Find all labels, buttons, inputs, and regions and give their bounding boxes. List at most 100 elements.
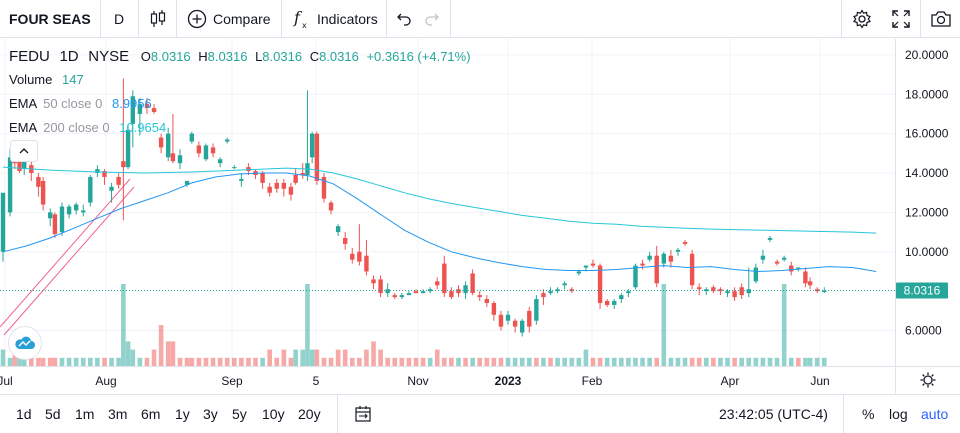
candle-body bbox=[640, 263, 645, 266]
candle-body bbox=[196, 145, 202, 154]
candle-body bbox=[760, 255, 766, 260]
volume-bar bbox=[774, 357, 780, 366]
volume-bar bbox=[668, 357, 674, 366]
candle-body bbox=[81, 210, 86, 213]
divider bbox=[841, 0, 842, 38]
compare-button[interactable]: Compare bbox=[187, 0, 271, 38]
chart-type-button[interactable] bbox=[150, 0, 166, 38]
legend-high-value: 8.0316 bbox=[207, 49, 248, 64]
candle-body bbox=[612, 301, 617, 305]
volume-bar bbox=[541, 357, 546, 366]
candles-icon bbox=[150, 10, 166, 27]
volume-bar bbox=[151, 349, 157, 366]
volume-bar bbox=[498, 357, 504, 366]
volume-bar bbox=[203, 357, 209, 366]
volume-bar bbox=[420, 357, 426, 366]
candle-body bbox=[121, 161, 126, 168]
settings-button[interactable] bbox=[852, 0, 872, 38]
price-tick-label: 12.0000 bbox=[905, 205, 949, 219]
function-icon: f x bbox=[293, 8, 307, 30]
candle-body bbox=[697, 287, 702, 290]
range-5d-button[interactable]: 5d bbox=[45, 395, 61, 433]
candle-body bbox=[144, 104, 150, 109]
price-chart[interactable]: 20.0000 18.0000 16.0000 14.0000 12.0000 10.00… bbox=[0, 39, 960, 366]
candle-body bbox=[314, 133, 320, 181]
price-axis[interactable]: 20.0000 18.0000 16.0000 14.0000 12.0000 10.00… bbox=[905, 48, 949, 338]
volume-legend[interactable]: Volume 147 bbox=[9, 72, 84, 87]
auto-toggle[interactable]: auto bbox=[921, 395, 948, 433]
last-price-tag: 8.0316 bbox=[896, 282, 948, 299]
range-10y-button[interactable]: 10y bbox=[262, 395, 285, 433]
percent-toggle[interactable]: % bbox=[862, 395, 874, 433]
candle-body bbox=[739, 287, 744, 296]
candle-body bbox=[541, 293, 546, 298]
candle-body bbox=[781, 257, 787, 260]
range-5y-button[interactable]: 5y bbox=[232, 395, 247, 433]
goto-date-button[interactable] bbox=[354, 395, 372, 433]
candle-body bbox=[619, 295, 624, 300]
symbol-search-button[interactable]: FOUR SEAS bbox=[9, 0, 91, 38]
range-20y-button[interactable]: 20y bbox=[298, 395, 321, 433]
candle-body bbox=[520, 320, 525, 333]
volume-bar bbox=[121, 284, 126, 366]
candle-body bbox=[555, 289, 560, 292]
price-tick-label: 20.0000 bbox=[905, 48, 949, 62]
range-5d-label: 5d bbox=[45, 406, 61, 422]
candle-body bbox=[40, 180, 46, 205]
candle-body bbox=[682, 241, 688, 244]
candle-body bbox=[109, 186, 114, 191]
candle-body bbox=[668, 255, 674, 262]
ema50-legend[interactable]: EMA 50 close 0 8.9956 bbox=[9, 96, 152, 111]
candle-body bbox=[491, 302, 497, 315]
redo-button[interactable] bbox=[424, 0, 440, 38]
axis-settings-button[interactable] bbox=[920, 372, 936, 393]
snapshot-button[interactable] bbox=[930, 0, 952, 38]
candle-body bbox=[604, 301, 610, 305]
candle-body bbox=[675, 249, 681, 252]
time-axis[interactable]: Jul Aug Sep 5 Nov 2023 Feb Apr Jun bbox=[0, 366, 960, 394]
undo-button[interactable] bbox=[396, 0, 412, 38]
volume-bar bbox=[427, 357, 433, 366]
legend-collapse-button[interactable] bbox=[10, 140, 38, 162]
range-1d-label: 1d bbox=[16, 406, 32, 422]
volume-bar bbox=[300, 349, 306, 366]
range-3y-button[interactable]: 3y bbox=[203, 395, 218, 433]
volume-bar bbox=[0, 349, 6, 366]
candle-body bbox=[309, 133, 315, 158]
range-6m-button[interactable]: 6m bbox=[141, 395, 160, 433]
candle-body bbox=[225, 139, 230, 142]
volume-bar bbox=[703, 357, 709, 366]
volume-bar bbox=[505, 357, 511, 366]
candle-body bbox=[569, 289, 574, 292]
volume-bar bbox=[781, 284, 787, 366]
candle-body bbox=[477, 295, 482, 298]
volume-bar bbox=[456, 357, 461, 366]
candle-body bbox=[796, 267, 801, 270]
time-tick-label: Nov bbox=[407, 374, 428, 388]
volume-bar bbox=[40, 357, 46, 366]
volume-bar bbox=[36, 357, 41, 366]
ema200-legend[interactable]: EMA 200 close 0 10.9654 bbox=[9, 120, 166, 135]
range-1m-button[interactable]: 1m bbox=[75, 395, 94, 433]
candle-body bbox=[406, 293, 412, 296]
main-series-legend[interactable]: FEDU 1D NYSE O8.0316 H8.0316 L8.0316 C8.… bbox=[9, 48, 471, 65]
range-1d-button[interactable]: 1d bbox=[16, 395, 32, 433]
volume-bar bbox=[102, 357, 107, 366]
volume-bar bbox=[803, 357, 808, 366]
clock[interactable]: 23:42:05 (UTC-4) bbox=[719, 395, 828, 433]
volume-bar bbox=[12, 349, 18, 366]
range-3m-button[interactable]: 3m bbox=[108, 395, 127, 433]
log-toggle[interactable]: log bbox=[889, 395, 908, 433]
fullscreen-button[interactable] bbox=[892, 0, 910, 38]
indicators-button[interactable]: f x Indicators bbox=[292, 0, 378, 38]
trend-line-drawing[interactable] bbox=[0, 178, 131, 328]
range-1y-button[interactable]: 1y bbox=[175, 395, 190, 433]
divider bbox=[843, 395, 844, 433]
gear-icon bbox=[853, 9, 871, 29]
chart-area[interactable]: 20.0000 18.0000 16.0000 14.0000 12.0000 10.00… bbox=[0, 39, 960, 366]
brand-logo[interactable] bbox=[8, 326, 42, 360]
candle-body bbox=[597, 265, 603, 303]
candle-body bbox=[260, 173, 265, 183]
volume-bar bbox=[371, 341, 376, 366]
interval-button[interactable]: D bbox=[114, 0, 124, 38]
